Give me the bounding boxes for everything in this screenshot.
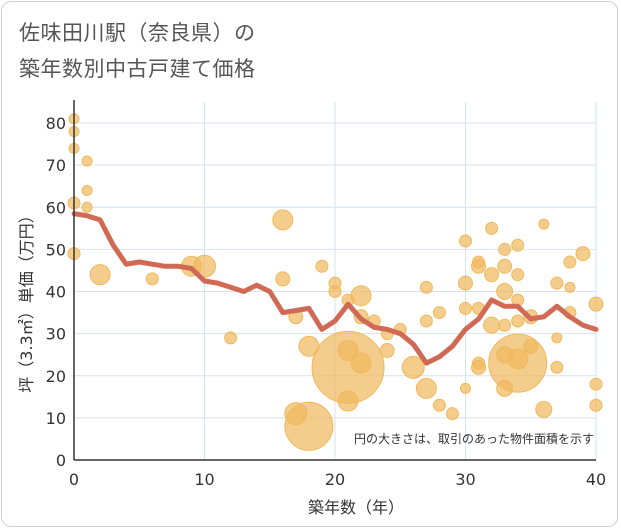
- y-tick-label: 50: [46, 240, 66, 259]
- bubble-point: [81, 155, 93, 167]
- bubble-point: [472, 356, 486, 370]
- bubble-point: [350, 285, 372, 307]
- bubble-point: [445, 407, 459, 421]
- bubble-point: [535, 400, 553, 418]
- bubble-point: [485, 221, 499, 235]
- bubble-point: [81, 201, 93, 213]
- bubble-point: [575, 246, 591, 262]
- bubble-point: [511, 268, 525, 282]
- bubble-point: [589, 377, 603, 391]
- bubble-point: [497, 258, 513, 274]
- bubble-point: [496, 283, 514, 301]
- y-tick-label: 70: [46, 156, 66, 175]
- bubble-point: [432, 306, 446, 320]
- bubble-point: [588, 296, 604, 312]
- bubble-point: [415, 377, 437, 399]
- bubble-point: [337, 339, 359, 361]
- bubble-point: [496, 346, 514, 364]
- size-note: 円の大きさは、取引のあった物件面積を示す: [354, 431, 594, 446]
- bubble-point: [350, 352, 372, 374]
- y-tick-label: 0: [56, 451, 66, 470]
- bubble-point: [224, 331, 238, 345]
- bubble-point: [284, 402, 308, 426]
- y-tick-label: 60: [46, 198, 66, 217]
- bubble-point: [460, 382, 471, 394]
- bubble-point: [496, 379, 514, 397]
- bubble-point: [589, 398, 603, 412]
- x-tick-label: 0: [69, 470, 79, 489]
- bubble-point: [538, 218, 550, 230]
- bubble-point: [459, 301, 472, 315]
- bubble-point: [328, 285, 342, 299]
- bubble-point: [472, 255, 486, 269]
- x-tick-labels: 0 10 20 30 40: [69, 470, 606, 489]
- chart-title-line-1: 佐味田川駅（奈良県）の: [19, 21, 256, 45]
- x-axis-title: 築年数（年）: [308, 498, 404, 517]
- y-tick-label: 20: [46, 367, 66, 386]
- bubble-point: [563, 255, 577, 269]
- bubble-point: [484, 267, 500, 283]
- chart-title-line-2: 築年数別中古戸建て価格: [19, 57, 256, 81]
- bubble-point: [275, 271, 291, 287]
- bubble-point: [81, 184, 93, 196]
- bubble-point: [483, 316, 501, 334]
- bubble-point: [498, 318, 512, 332]
- bubble-point: [458, 275, 473, 291]
- bubble-point: [272, 209, 294, 231]
- bubble-point: [511, 238, 525, 252]
- bubble-point: [459, 234, 472, 248]
- bubble-point: [298, 335, 320, 357]
- y-tick-label: 10: [46, 409, 66, 428]
- x-tick-label: 40: [586, 470, 606, 489]
- y-tick-label: 40: [46, 283, 66, 302]
- bubble-point: [89, 264, 111, 286]
- bubble-point: [511, 314, 525, 328]
- x-tick-label: 30: [455, 470, 475, 489]
- chart-title: 佐味田川駅（奈良県）の 築年数別中古戸建て価格: [19, 15, 256, 87]
- bubble-point: [523, 338, 539, 354]
- trend-line: [71, 211, 599, 366]
- x-tick-label: 20: [325, 470, 345, 489]
- y-tick-label: 80: [46, 114, 66, 133]
- axes: [73, 100, 596, 461]
- bubble-point: [315, 259, 329, 273]
- y-axis-title: 坪（3.3㎡）単価（万円）: [17, 207, 36, 392]
- bubble-point: [550, 360, 564, 374]
- bubble-point: [432, 398, 446, 412]
- bubble-point: [401, 355, 425, 379]
- y-tick-label: 30: [46, 325, 66, 344]
- x-tick-label: 10: [194, 470, 214, 489]
- bubble-point: [419, 280, 433, 294]
- bubble-point: [550, 276, 564, 290]
- bubble-point: [379, 342, 395, 358]
- bubble-point: [419, 314, 433, 328]
- bubble-point: [564, 281, 576, 293]
- bubble-point: [498, 242, 512, 256]
- bubble-layer: [67, 113, 604, 451]
- y-tick-labels: 0 10 20 30 40 50 60 70 80: [46, 114, 66, 470]
- bubble-point: [145, 272, 159, 286]
- bubble-point: [337, 390, 359, 412]
- bubble-point: [551, 332, 563, 344]
